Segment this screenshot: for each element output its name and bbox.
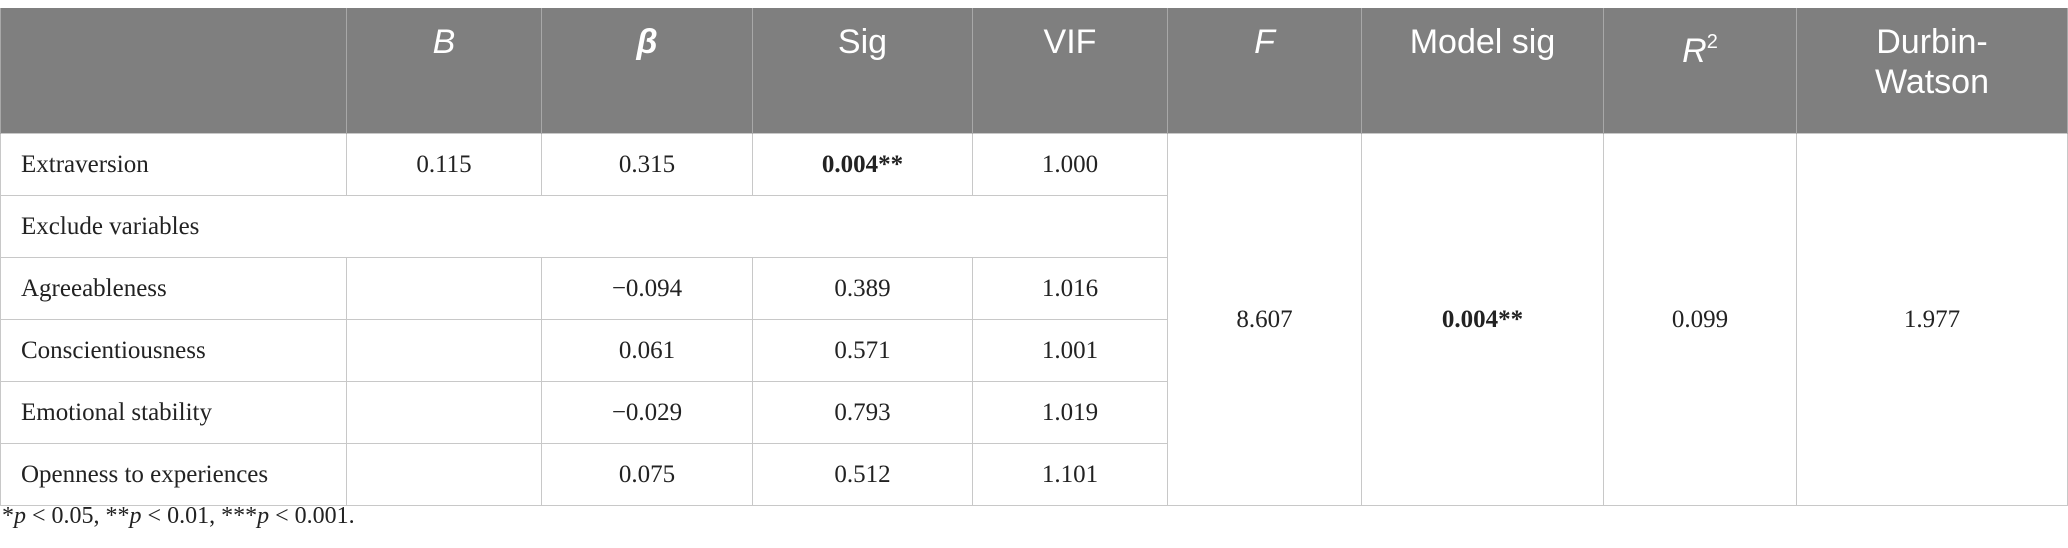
footnote-part: < 0.05, **	[26, 503, 130, 529]
cell	[346, 443, 542, 506]
header-cell: R2	[1603, 8, 1797, 134]
cell: 1.000	[972, 133, 1168, 196]
cell: 0.512	[752, 443, 973, 506]
header-cell: B	[346, 8, 542, 134]
footnote-part: p	[257, 503, 269, 529]
cell-text: VIF	[1043, 23, 1097, 61]
cell-text: < 0.01, ***	[141, 503, 258, 529]
cell: 0.793	[752, 381, 973, 444]
cell	[346, 381, 542, 444]
model-cell: 8.607	[1167, 133, 1362, 506]
cell-text: 0.004**	[1441, 305, 1524, 333]
cell-text: < 0.001.	[269, 503, 355, 529]
row-label: Exclude variables	[0, 195, 1168, 258]
header-cell: F	[1167, 8, 1362, 134]
table-row: Agreeableness −0.094 0.389 1.016	[0, 257, 2068, 320]
table-row: Conscientiousness 0.061 0.571 1.001	[0, 319, 2068, 382]
cell-text: p	[129, 503, 142, 529]
cell	[346, 257, 542, 320]
row-label: Agreeableness	[0, 257, 347, 320]
cell-text: Sig	[837, 23, 888, 61]
cell: 0.061	[541, 319, 753, 382]
cell-text: 0.004**	[821, 150, 904, 178]
wrap: Durbin-Watson	[1857, 22, 2007, 102]
cell-text: β	[636, 23, 658, 61]
cell: 1.101	[972, 443, 1168, 506]
cell-text: p	[14, 503, 26, 529]
cell-text: B	[432, 23, 456, 61]
table-row: Emotional stability −0.029 0.793 1.019	[0, 381, 2068, 444]
table-row: Exclude variables	[0, 195, 2068, 258]
cell: −0.094	[541, 257, 753, 320]
superscript: 2	[1706, 31, 1718, 53]
table-row: Openness to experiences 0.075 0.512 1.101	[0, 443, 2068, 506]
cell-text: *	[2, 503, 14, 529]
header-cell: β	[541, 8, 753, 134]
model-cell: 0.004**	[1361, 133, 1604, 506]
cell: 0.389	[752, 257, 973, 320]
cell: 0.571	[752, 319, 973, 382]
cell: 1.001	[972, 319, 1168, 382]
row-label: Emotional stability	[0, 381, 347, 444]
cell-text: Durbin-Watson	[1874, 23, 1989, 101]
cell-text: < 0.05, **	[26, 503, 130, 529]
table-body: Extraversion 0.115 0.315 0.004** 1.000 8.607 0…	[0, 133, 2068, 506]
header-cell: Durbin-Watson	[1796, 8, 2068, 134]
header-cell: Model sig	[1361, 8, 1604, 134]
cell-text: p	[257, 503, 270, 529]
table-row: Extraversion 0.115 0.315 0.004** 1.000 8.607 0…	[0, 133, 2068, 506]
footnote-part: < 0.01, ***	[142, 503, 258, 529]
cell	[346, 319, 542, 382]
row-label: Conscientiousness	[0, 319, 347, 382]
model-cell: 0.099	[1603, 133, 1797, 506]
cell: 1.019	[972, 381, 1168, 444]
footnote-part: < 0.001.	[269, 503, 355, 529]
footnote-part: p	[130, 503, 142, 529]
cell-text: F	[1254, 23, 1275, 61]
header-cell	[0, 8, 347, 134]
footnote-part: *	[2, 503, 14, 529]
cell: 0.004**	[752, 133, 973, 196]
row-label: Extraversion	[0, 133, 347, 196]
cell: 0.115	[346, 133, 542, 196]
cell-text: R	[1682, 32, 1707, 70]
cell: 1.016	[972, 257, 1168, 320]
cell: −0.029	[541, 381, 753, 444]
header-cell: Sig	[752, 8, 973, 134]
header-cell: VIF	[972, 8, 1168, 134]
cell-text: Model sig	[1409, 23, 1556, 61]
cell: 0.315	[541, 133, 753, 196]
row-label: Openness to experiences	[0, 443, 347, 506]
model-cell: 1.977	[1796, 133, 2068, 506]
footnote-part: p	[14, 503, 26, 529]
footnote: *p < 0.05, **p < 0.01, ***p < 0.001.	[2, 503, 355, 530]
cell: 0.075	[541, 443, 753, 506]
